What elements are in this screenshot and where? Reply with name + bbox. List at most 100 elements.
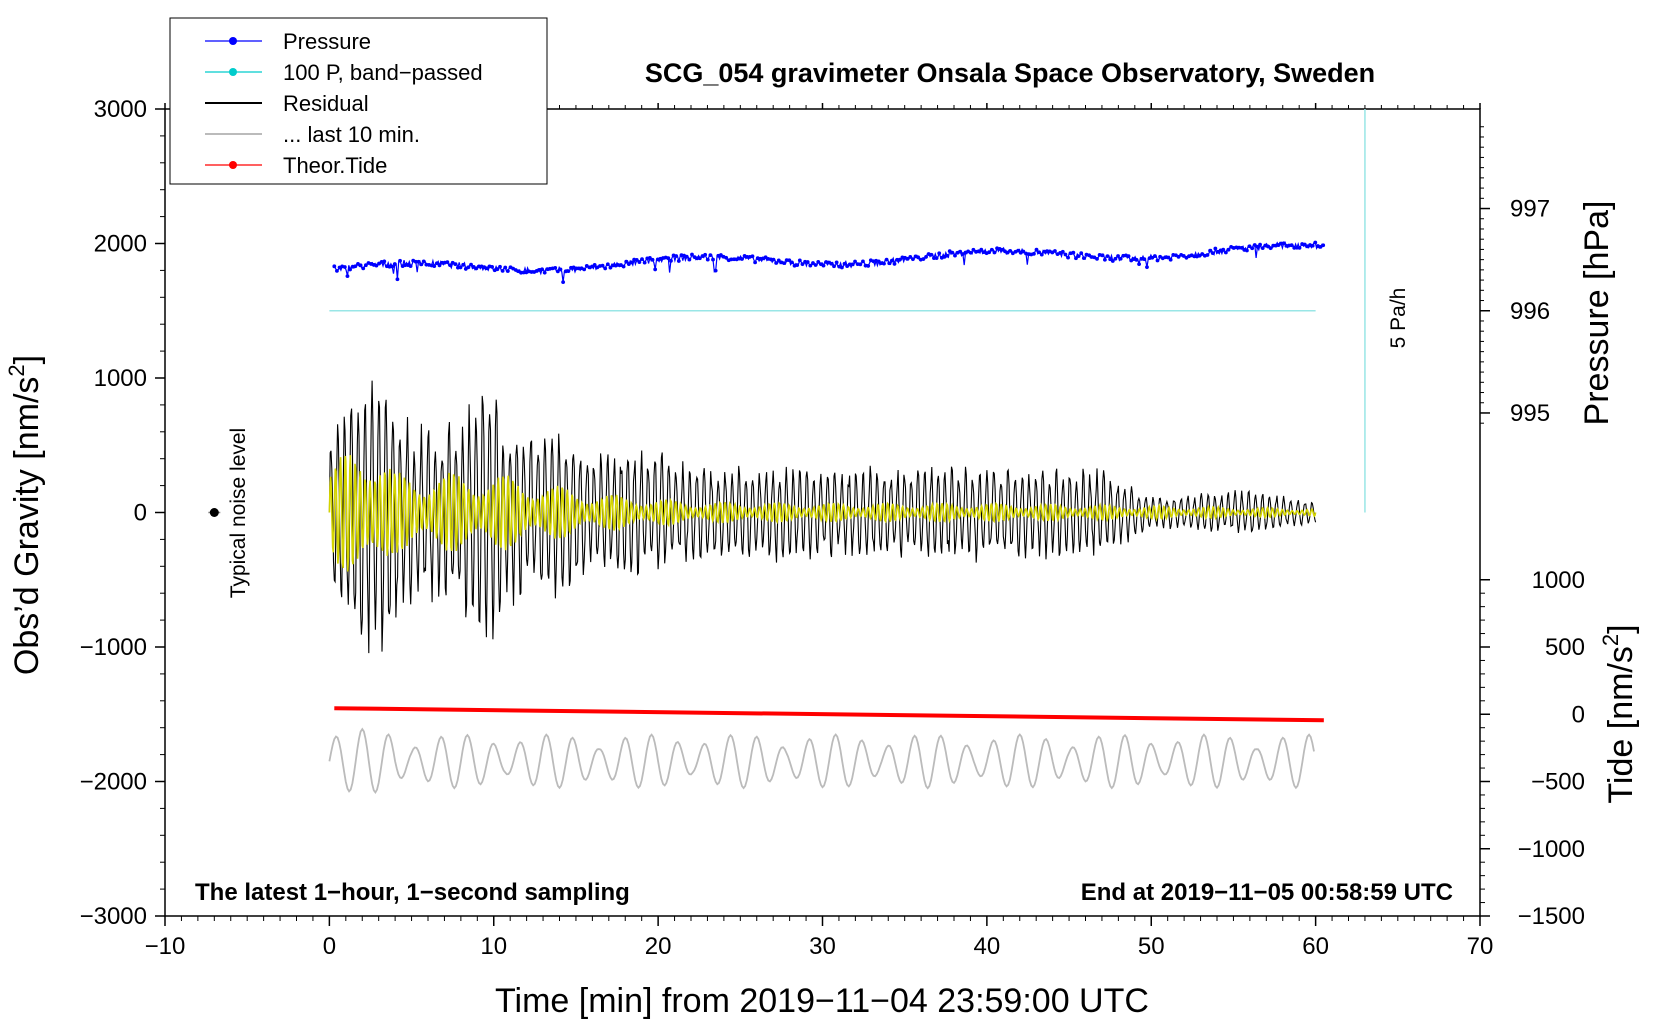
pressure-point (934, 256, 939, 261)
pressure-point (908, 255, 913, 259)
legend-marker (229, 161, 237, 169)
pressure-point (653, 267, 658, 272)
band-passed-residual-line (328, 455, 1317, 572)
pressure-point (1071, 250, 1076, 255)
pressure-point (724, 255, 729, 260)
pressure-point (858, 262, 863, 267)
legend-label: ... last 10 min. (283, 122, 420, 147)
pressure-point (540, 267, 544, 272)
pressure-point (1118, 256, 1123, 261)
pressure-point (392, 262, 397, 266)
pressure-point (398, 258, 402, 263)
pressure-point (811, 261, 815, 265)
last-10-min-line (328, 727, 1315, 795)
pressure-point (605, 262, 610, 267)
pressure-point (861, 259, 865, 264)
pressure-point (674, 254, 679, 258)
pressure-point (1102, 257, 1107, 262)
pressure-point (813, 263, 818, 267)
pressure-point (790, 260, 794, 265)
tide-tick-label: 500 (1545, 634, 1585, 661)
pressure-tick-label: 997 (1510, 196, 1550, 223)
pressure-point (634, 258, 639, 262)
tide-tick-label: 1000 (1532, 567, 1585, 594)
tide-axis-title: Tide [nm/s2] (1598, 624, 1640, 803)
pressure-point (421, 259, 426, 264)
pressure-point (495, 267, 500, 272)
pressure-point (363, 263, 368, 268)
pressure-point (1297, 245, 1302, 250)
pressure-point (690, 252, 694, 257)
pressure-point (484, 266, 489, 271)
pressure-point (1281, 241, 1286, 246)
pressure-point (1016, 248, 1021, 253)
pressure-point (1105, 254, 1110, 259)
tide-axis-title-end: ] (1602, 624, 1640, 633)
pressure-point (911, 257, 915, 262)
pressure-point (395, 277, 400, 282)
pressure-point (1239, 245, 1244, 250)
pressure-point (753, 260, 758, 265)
pressure-point (1250, 246, 1255, 251)
pressure-point (434, 261, 439, 266)
pressure-point (971, 247, 976, 252)
pressure-point (771, 257, 776, 262)
pressure-point (713, 268, 718, 273)
pressure-point (821, 263, 826, 268)
pressure-point (574, 266, 579, 271)
pressure-point (374, 263, 379, 268)
pressure-point (703, 252, 708, 257)
pressure-point (500, 268, 505, 273)
pressure-point (621, 264, 626, 269)
pressure-point (887, 261, 892, 266)
pressure-point (437, 263, 442, 268)
pressure-point (1081, 256, 1086, 261)
x-axis-title: Time [min] from 2019−11−04 23:59:00 UTC (495, 982, 1149, 1020)
pressure-point (687, 257, 692, 262)
pressure-point (850, 262, 855, 267)
pressure-point (566, 269, 571, 273)
pressure-point (916, 255, 921, 260)
pressure-point (782, 261, 786, 266)
pressure-point (1208, 248, 1212, 253)
pressure-point (558, 267, 563, 272)
pressure-point (1310, 243, 1315, 248)
pressure-point (842, 261, 847, 266)
y-tick-label: 1000 (94, 365, 147, 392)
pressure-point (529, 270, 534, 274)
x-tick-label: 70 (1467, 933, 1494, 960)
y-tick-label: −3000 (80, 903, 147, 930)
pressure-point (592, 263, 597, 267)
pressure-point (905, 256, 910, 261)
pressure-point (884, 257, 889, 262)
pressure-point (642, 260, 647, 265)
pressure-point (1095, 256, 1099, 261)
pressure-point (750, 254, 755, 259)
pressure-point (1079, 251, 1084, 256)
pressure-point (666, 256, 671, 261)
x-tick-label: 30 (809, 933, 836, 960)
pressure-point (629, 260, 634, 265)
pressure-point (413, 259, 418, 264)
tide-tick-labels: 1000 500 0 −500 −1000 −1500 (1518, 567, 1585, 930)
tide-tick-label: −1500 (1518, 903, 1585, 930)
y-axis-title-left-sup: 2 (4, 364, 29, 376)
pressure-point (1289, 243, 1294, 248)
pressure-point (1168, 257, 1173, 262)
pressure-point (490, 264, 495, 269)
pressure-point (676, 259, 681, 263)
y-tick-label: −1000 (80, 634, 147, 661)
pressure-point (1181, 254, 1186, 258)
theoretical-tide-line (334, 706, 1324, 723)
pressure-point (924, 255, 928, 259)
legend-entries: Pressure 100 P, band−passed Residual ... la… (205, 29, 483, 178)
pressure-point (839, 265, 844, 270)
y-tick-label: 0 (134, 500, 147, 527)
pressure-point (711, 257, 715, 262)
pressure-point (889, 258, 894, 263)
pressure-point (708, 253, 713, 257)
noise-level-point (209, 508, 219, 517)
pressure-point (1313, 240, 1318, 245)
pressure-point (419, 262, 423, 267)
